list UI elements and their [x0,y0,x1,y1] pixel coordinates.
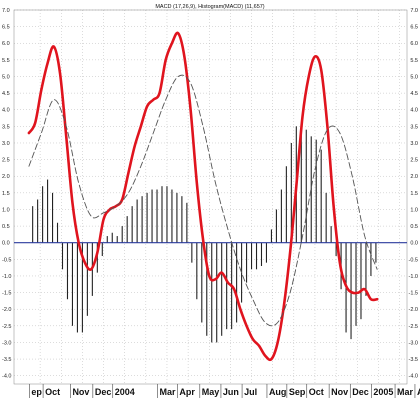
x-tick-label: Mar [160,387,177,397]
x-tick-label: Sep [289,387,306,397]
y-tick-label-right: -3.0 [409,340,418,346]
x-tick-label: Jul [244,387,257,397]
y-tick-label-right: 4.5 [410,91,418,97]
y-tick-label-right: 6.5 [410,25,418,31]
y-tick-label-right: 0.0 [410,241,418,247]
y-tick-label-right: -4.0 [409,374,418,380]
y-tick-label-right: 6.0 [410,41,418,47]
y-tick-label-right: 5.0 [410,74,418,80]
chart-title: MACD (17,26,9), Histogram(MACD) (11,657) [155,4,264,10]
y-tick-label-right: 3.5 [410,124,418,130]
y-tick-label-left: 4.0 [2,108,10,114]
x-tick-label: Oct [309,387,324,397]
y-tick-label-right: 7.0 [410,8,418,14]
y-tick-label-left: -2.5 [2,324,11,330]
x-tick-label: A [417,387,420,397]
y-tick-label-right: 4.0 [410,108,418,114]
y-tick-label-left: 4.5 [2,91,10,97]
y-tick-label-left: 7.0 [2,8,10,14]
x-tick-label: ep [31,387,42,397]
x-tick-label: Jun [223,387,239,397]
y-axis-right: 7.0 6.5 6.0 5.5 5.0 4.5 4.0 3.5 3.0 2.5 2.0 1.5 1.0 0… [409,8,418,380]
y-tick-label-left: 0.0 [2,241,10,247]
line-layer [14,31,407,362]
y-tick-label-left: 6.0 [2,41,10,47]
y-tick-label-right: 3.0 [410,141,418,147]
y-tick-label-left: -1.5 [2,291,11,297]
y-tick-label-left: 2.0 [2,174,10,180]
x-tick-label: Oct [45,387,60,397]
x-tick-label: May [202,387,220,397]
y-tick-label-left: 5.0 [2,74,10,80]
y-tick-label-left: 1.0 [2,207,10,213]
y-tick-label-left: 3.0 [2,141,10,147]
y-tick-label-right: -0.5 [409,257,418,263]
y-tick-label-left: 0.5 [2,224,10,230]
y-tick-label-right: -1.5 [409,291,418,297]
y-tick-label-left: -1.0 [2,274,11,280]
x-tick-label: Dec [352,387,369,397]
signal-line [28,74,378,327]
x-tick-label: Aug [269,387,287,397]
y-tick-label-right: -2.0 [409,307,418,313]
y-tick-label-left: 1.5 [2,191,10,197]
y-tick-label-left: -4.0 [2,374,11,380]
y-tick-label-right: -2.5 [409,324,418,330]
y-tick-label-left: -3.5 [2,357,11,363]
y-tick-label-right: 1.5 [410,191,418,197]
y-tick-label-left: -2.0 [2,307,11,313]
x-tick-label: 2004 [115,387,135,397]
x-tick-label: Dec [95,387,112,397]
macd-line [27,31,379,362]
x-tick-label: Mar [397,387,414,397]
y-tick-label-left: 3.5 [2,124,10,130]
y-tick-label-right: -1.0 [409,274,418,280]
y-tick-label-left: -3.0 [2,340,11,346]
y-tick-label-right: 5.5 [410,58,418,64]
y-tick-label-left: 6.5 [2,25,10,31]
x-tick-label: Nov [331,387,348,397]
y-tick-label-right: 1.0 [410,207,418,213]
y-axis-left: 7.0 6.5 6.0 5.5 5.0 4.5 4.0 3.5 3.0 2.5 2.0 1.5 1.0 0… [2,8,11,380]
x-axis: ep Oct Nov Dec 2004 Mar Apr May Jun Jul Aug Sep Oct N… [29,384,420,398]
plot-frame [13,9,408,385]
y-tick-label-right: -3.5 [409,357,418,363]
y-tick-label-right: 2.5 [410,158,418,164]
x-tick-label: Nov [72,387,89,397]
y-tick-label-right: 0.5 [410,224,418,230]
y-tick-label-left: 2.5 [2,158,10,164]
y-tick-label-left: -0.5 [2,257,11,263]
y-tick-label-left: 5.5 [2,58,10,64]
x-tick-label: 2005 [373,387,393,397]
y-tick-label-right: 2.0 [410,174,418,180]
x-tick-label: Apr [179,387,195,397]
